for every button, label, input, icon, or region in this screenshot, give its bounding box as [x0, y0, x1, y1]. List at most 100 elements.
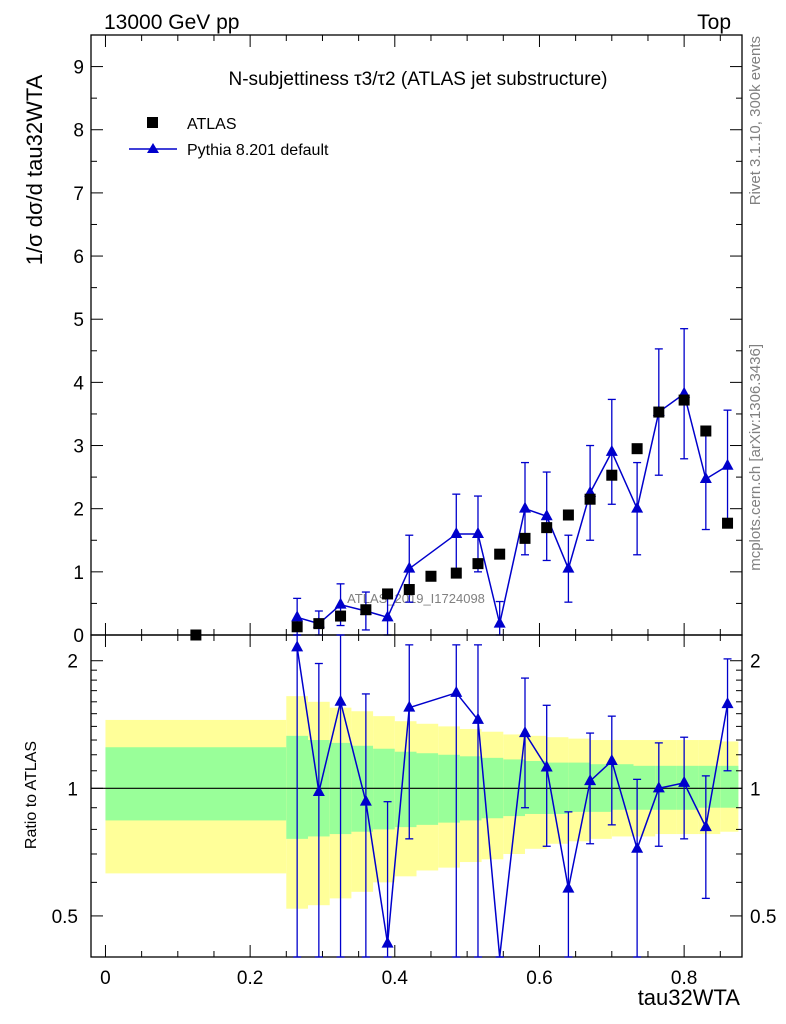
y-tick-label: 0	[73, 626, 84, 647]
atlas-point	[425, 570, 437, 582]
ratio-point	[605, 754, 618, 766]
ratio-band-green	[394, 751, 417, 828]
pythia-point	[450, 526, 463, 538]
atlas-point	[403, 584, 415, 596]
x-tick-label: 0.2	[237, 968, 263, 989]
y-tick-label: 5	[73, 310, 84, 331]
legend-atlas-label: ATLAS	[187, 116, 237, 133]
x-axis-title: tau32WTA	[638, 985, 741, 1010]
y-axis-title-text: 1/σ dσ/d tau32WTA	[22, 74, 47, 265]
ratio-point	[334, 694, 347, 706]
pythia-point	[381, 610, 394, 622]
atlas-point	[584, 493, 596, 505]
atlas-point	[335, 610, 347, 622]
pythia-point	[562, 561, 575, 573]
y-tick-label: 7	[73, 184, 84, 205]
ratio-point	[450, 685, 463, 697]
atlas-point	[313, 618, 325, 630]
pythia-point	[493, 616, 506, 628]
ratio-band-green	[611, 764, 634, 810]
legend-pythia-label: Pythia 8.201 default	[187, 142, 329, 159]
atlas-point	[700, 425, 712, 437]
ratio-point	[652, 781, 665, 793]
atlas-point	[653, 406, 665, 418]
ratio-point	[562, 881, 575, 893]
atlas-point	[722, 517, 734, 529]
pythia-point	[605, 444, 618, 456]
ratio-point	[291, 640, 304, 652]
x-tick-label: 0.8	[671, 968, 697, 989]
ratio-point	[540, 760, 553, 772]
ratio-band-green	[698, 765, 721, 808]
x-tick-label: 0.6	[526, 968, 552, 989]
ratio-band-green	[568, 762, 591, 812]
atlas-point	[450, 567, 462, 579]
atlas-point	[562, 509, 574, 521]
pythia-point	[403, 561, 416, 573]
y-tick-label: 6	[73, 247, 84, 268]
y-tick-label: 8	[73, 121, 84, 142]
pythia-point	[519, 501, 531, 513]
pythia-point	[699, 472, 712, 483]
pythia-point	[540, 509, 553, 521]
atlas-point	[631, 443, 643, 455]
y-tick-label: 4	[73, 373, 84, 394]
analysis-watermark: ATLAS_2019_I1724098	[347, 591, 485, 606]
ratio-tick-label-right: 2	[750, 652, 761, 673]
y-tick-label: 9	[73, 58, 84, 79]
legend-pythia-marker	[147, 143, 159, 153]
ratio-point	[584, 774, 597, 786]
header-process: Top	[697, 11, 731, 34]
ratio-point	[312, 785, 325, 797]
atlas-point	[541, 522, 553, 534]
ratio-point	[471, 712, 484, 724]
ratio-point	[381, 936, 394, 948]
pythia-point	[334, 597, 347, 609]
header-energy: 13000 GeV pp	[104, 11, 239, 34]
ratio-point	[721, 697, 734, 709]
atlas-point	[291, 621, 303, 633]
legend: ATLAS Pythia 8.201 default	[129, 116, 329, 159]
y-tick-label: 2	[73, 500, 84, 521]
ratio-point	[403, 700, 416, 712]
atlas-point	[519, 532, 531, 544]
atlas-point	[472, 558, 484, 570]
ratio-tick-label-right: 0.5	[750, 907, 776, 928]
atlas-point	[494, 548, 506, 560]
ratio-point	[631, 841, 644, 853]
ratio-tick-label-left: 1	[67, 779, 78, 800]
y-axis-title: 1/σ dσ/d tau32WTA	[22, 74, 47, 265]
atlas-point	[382, 588, 394, 600]
ratio-band-green	[105, 747, 287, 821]
pythia-point	[291, 610, 304, 622]
pythia-line	[296, 392, 728, 625]
ratio-band-green	[525, 761, 547, 814]
rivet-label: Rivet 3.1.10, 300k events	[747, 36, 764, 205]
mcplots-label: mcplots.cern.ch [arXiv:1306.3436]	[747, 344, 764, 571]
ratio-tick-label-left: 0.5	[52, 907, 78, 928]
ratio-point	[359, 794, 372, 806]
chart-title: N-subjettiness τ3/τ2 (ATLAS jet substruc…	[229, 69, 608, 90]
ratio-band-green	[416, 753, 439, 825]
x-tick-label: 0.4	[382, 968, 409, 989]
y-tick-label: 3	[73, 437, 84, 458]
ratio-axis-title: Ratio to ATLAS	[23, 741, 40, 849]
pythia-point	[631, 501, 644, 513]
x-tick-label: 0	[100, 968, 111, 989]
legend-atlas-marker	[147, 117, 158, 128]
ratio-point	[699, 820, 712, 832]
ratio-tick-label-right: 1	[750, 779, 761, 800]
atlas-point	[360, 604, 372, 616]
ratio-point	[678, 775, 691, 787]
atlas-point	[606, 469, 618, 481]
ratio-point	[519, 726, 531, 738]
ratio-frame	[90, 634, 743, 958]
ratio-tick-label-left: 2	[67, 652, 78, 673]
ratio-band-green	[720, 765, 739, 808]
pythia-point	[721, 458, 734, 470]
y-tick-label: 1	[73, 563, 84, 584]
pythia-point	[471, 526, 484, 538]
atlas-point	[678, 394, 690, 406]
ratio-band-green	[373, 748, 395, 830]
